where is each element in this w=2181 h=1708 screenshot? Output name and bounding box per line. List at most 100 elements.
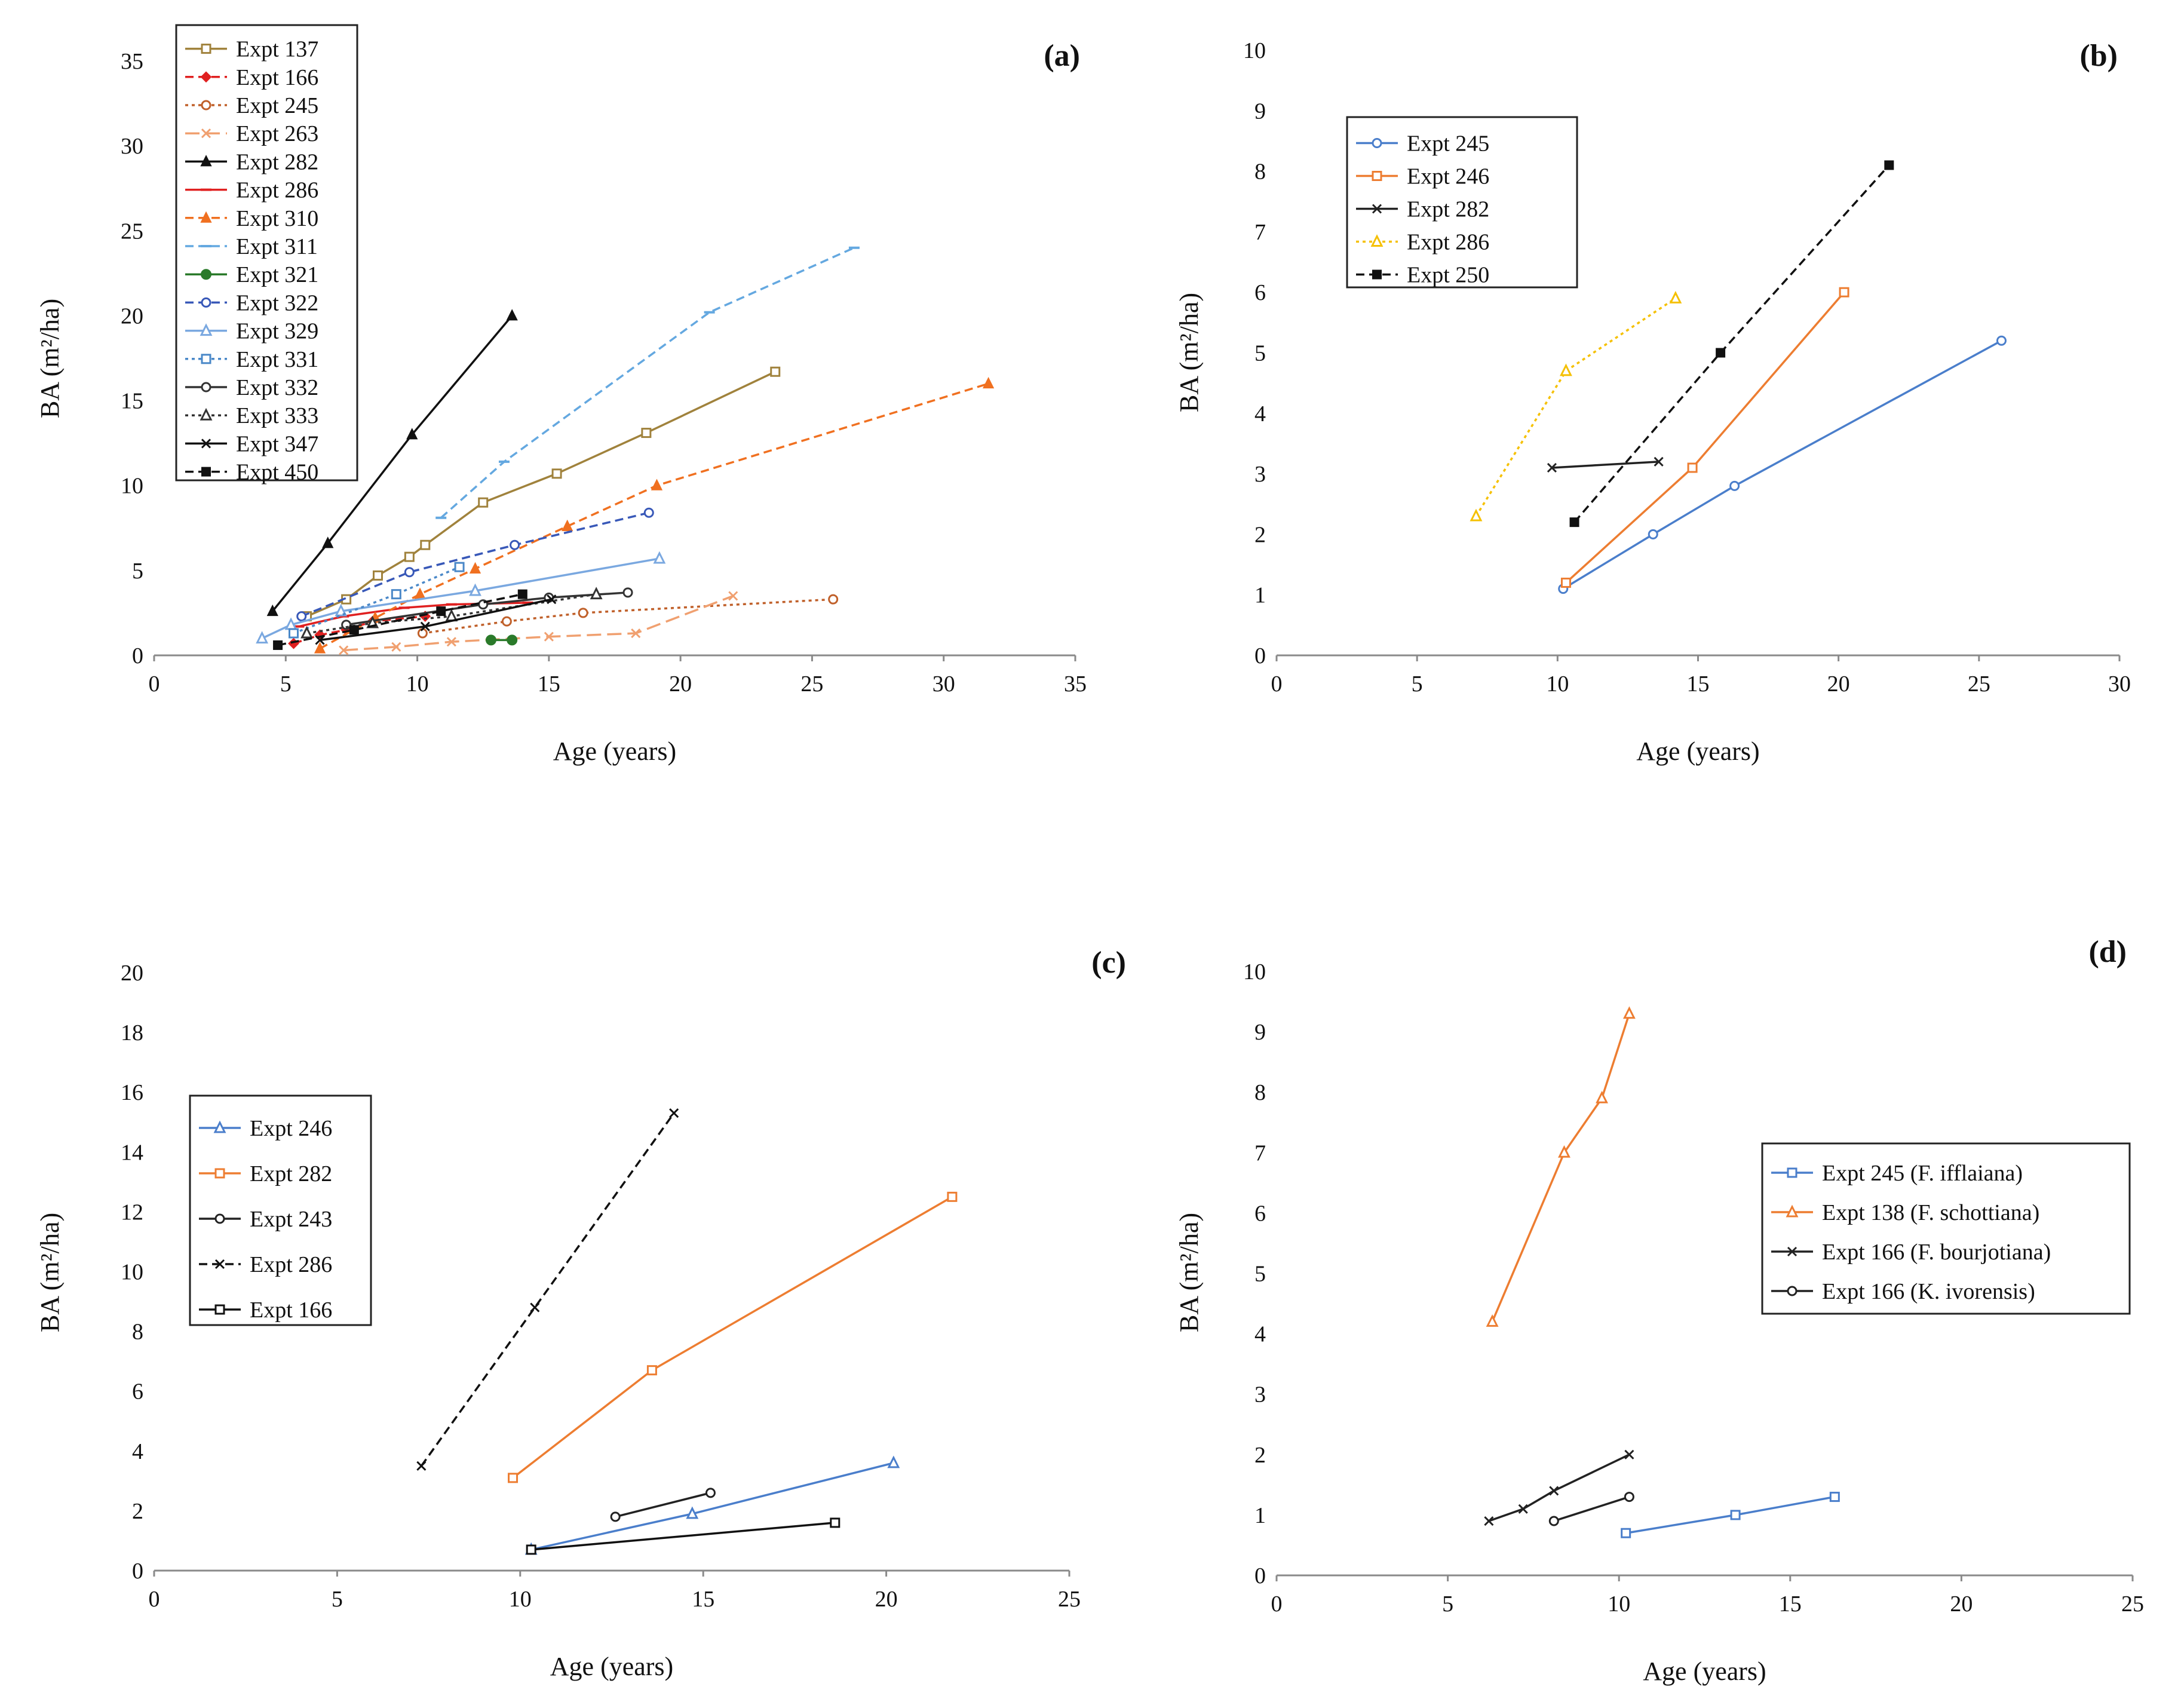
data-point	[590, 587, 603, 600]
data-point	[1484, 1516, 1494, 1526]
x-tick-label: 25	[800, 671, 823, 697]
data-point	[1622, 1006, 1636, 1019]
series-expt-282	[508, 1191, 958, 1483]
data-point	[526, 1544, 536, 1555]
data-point	[414, 587, 426, 599]
legend-swatch-marker	[1787, 1286, 1797, 1296]
legend-label: Expt 138 (F. schottiana)	[1822, 1200, 2039, 1225]
series-expt-250	[1569, 160, 1894, 528]
legend-label: Expt 282	[1407, 197, 1489, 222]
data-point	[322, 536, 334, 548]
legend-swatch-marker	[1372, 269, 1382, 280]
data-point	[478, 497, 489, 508]
series-expt-138-f-schottiana	[1486, 1006, 1636, 1327]
legend-label: Expt 332	[236, 375, 318, 400]
data-point	[335, 603, 348, 617]
y-tick-label: 3	[1254, 462, 1266, 487]
legend-swatch-marker	[213, 1120, 226, 1133]
data-point	[469, 562, 481, 574]
data-point	[256, 631, 269, 644]
y-tick-label: 2	[1254, 522, 1266, 547]
data-point	[501, 616, 512, 627]
data-point	[530, 1302, 540, 1313]
y-tick-label: 2	[132, 1499, 143, 1524]
legend: Expt 137 Expt 166 Expt 245 Expt 263 Expt 282…	[175, 24, 358, 485]
data-point	[485, 634, 496, 646]
data-point	[643, 507, 654, 518]
series-line	[271, 315, 513, 612]
legend-swatch-marker	[1372, 171, 1382, 181]
series-expt-166-f-bourjotiana	[1484, 1449, 1634, 1526]
series-expt-166	[526, 1517, 841, 1555]
y-tick-label: 0	[1254, 1563, 1266, 1589]
panel-label: (c)	[1091, 946, 1126, 980]
data-point	[506, 309, 518, 321]
x-tick-label: 20	[669, 671, 692, 697]
y-tick-label: 0	[1254, 643, 1266, 669]
legend-swatch-marker	[201, 297, 211, 308]
legend-item: Expt 137	[185, 37, 318, 62]
legend: Expt 245 Expt 246 Expt 282 Expt 286 Expt 250	[1346, 116, 1578, 289]
legend-label: Expt 329	[236, 319, 318, 344]
x-tick-label: 15	[692, 1587, 714, 1612]
series-line	[1551, 461, 1659, 469]
data-point	[610, 1511, 621, 1522]
legend-box	[1761, 1142, 2131, 1315]
data-point	[1654, 456, 1664, 467]
data-point	[1648, 529, 1658, 539]
y-tick-label: 8	[1254, 160, 1266, 185]
y-tick-label: 25	[121, 219, 143, 244]
data-point	[705, 1488, 716, 1498]
series-line	[1573, 164, 1890, 523]
data-point	[446, 637, 456, 647]
data-point	[517, 589, 527, 599]
data-point	[404, 551, 415, 562]
data-point	[314, 642, 326, 654]
panel-label: (d)	[2088, 935, 2127, 969]
legend-item: Expt 250	[1356, 263, 1489, 288]
x-tick-label: 5	[280, 671, 292, 697]
legend-label: Expt 347	[236, 431, 318, 456]
y-tick-label: 7	[1254, 220, 1266, 245]
data-point	[507, 634, 518, 646]
legend-item: Expt 243	[199, 1207, 332, 1232]
legend-label: Expt 250	[1407, 263, 1489, 288]
data-point	[887, 1455, 900, 1468]
legend-label: Expt 246	[1407, 164, 1489, 189]
x-axis-title: Age (years)	[1643, 1657, 1766, 1686]
x-tick-label: 10	[1608, 1592, 1630, 1617]
legend-swatch-marker	[200, 323, 213, 336]
series-line	[440, 247, 855, 519]
series-line	[530, 1462, 894, 1551]
legend-label: Expt 263	[236, 121, 318, 146]
data-point	[562, 519, 573, 531]
data-point	[651, 479, 663, 490]
series-expt-310	[314, 376, 995, 654]
y-tick-label: 1	[1254, 583, 1266, 608]
y-tick-label: 18	[121, 1020, 143, 1045]
x-tick-label: 0	[149, 671, 160, 697]
data-point	[300, 625, 313, 639]
legend-label: Expt 282	[250, 1161, 332, 1186]
series-expt-347	[315, 594, 557, 645]
legend-label: Expt 333	[236, 403, 318, 428]
series-line	[1553, 1495, 1630, 1522]
series-line	[277, 593, 523, 646]
y-tick-label: 8	[1254, 1080, 1266, 1105]
legend-item: Expt 332	[185, 375, 318, 400]
legend-item: Expt 282	[1356, 197, 1489, 222]
x-tick-label: 10	[1546, 671, 1569, 697]
series-expt-245	[1558, 335, 2007, 594]
series-line	[1475, 297, 1676, 517]
legend-item: Expt 322	[185, 290, 318, 315]
data-point	[420, 539, 431, 550]
data-point	[1624, 1449, 1634, 1459]
legend-item: Expt 321	[185, 262, 318, 287]
panel-label: (b)	[2079, 39, 2118, 73]
data-point	[469, 583, 481, 596]
legend-swatch-marker	[201, 100, 211, 111]
series-expt-311	[435, 246, 860, 519]
data-point	[1560, 577, 1571, 588]
series-expt-245-f-ifflaiana	[1621, 1492, 1840, 1538]
series-line	[1565, 292, 1845, 584]
